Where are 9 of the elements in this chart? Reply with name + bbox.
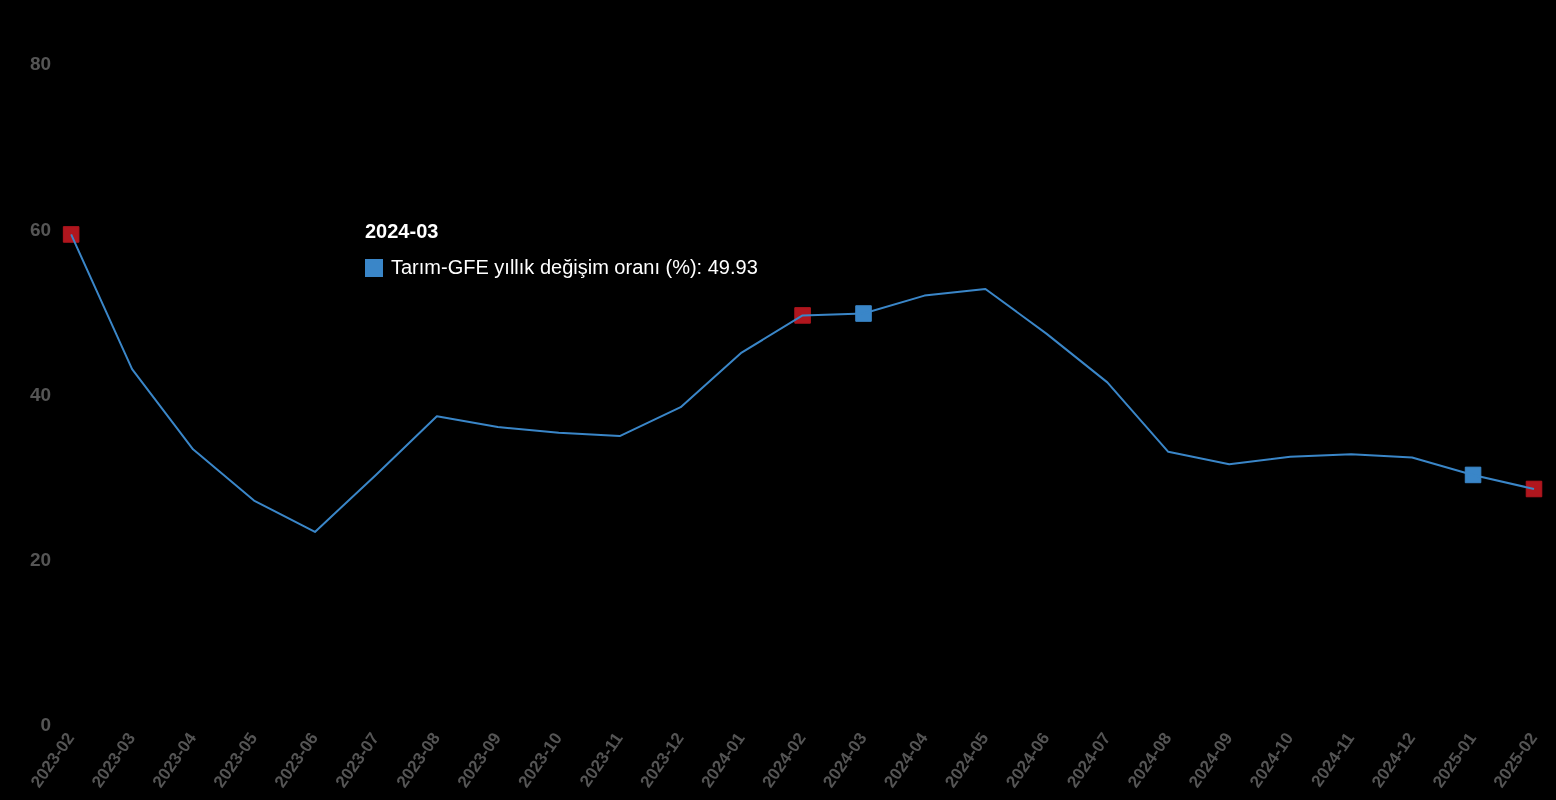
annotation: 2024-03 <box>365 219 439 242</box>
y-tick-label: 40 <box>29 383 52 405</box>
y-tick-label: 20 <box>29 549 52 571</box>
point <box>62 226 80 243</box>
y-tick-label: 0 <box>40 714 52 736</box>
point <box>855 305 872 322</box>
y-tick-label: 60 <box>29 218 52 240</box>
annotation: Tarım-GFE yıllık değişim oranı (%): 49.93 <box>391 255 758 278</box>
y-tick-label: 80 <box>29 53 52 75</box>
